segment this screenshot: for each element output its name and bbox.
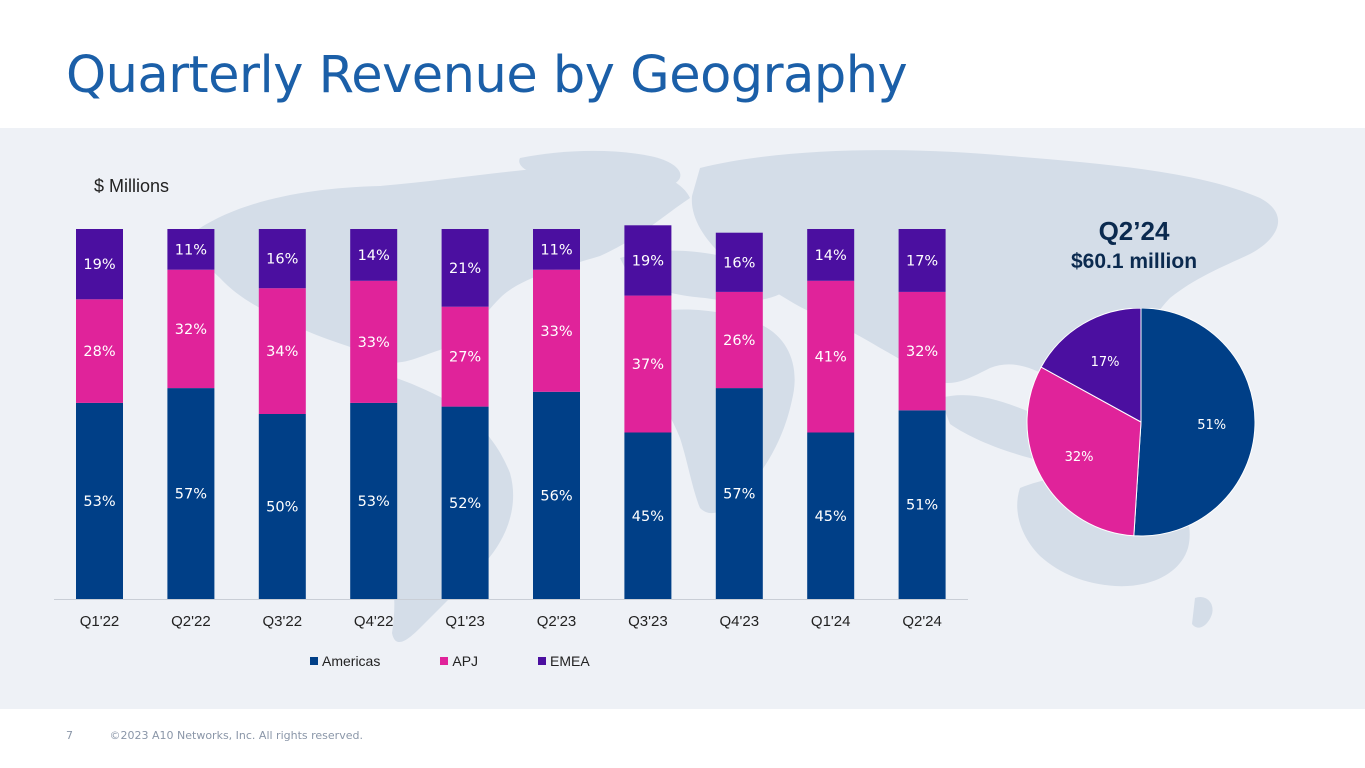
bar-apj-9 <box>898 291 946 411</box>
stacked-bar-chart: 53% 28% 19% Q1'22 57% 32% 11% Q2'22 50% 34% 16% Q3'… <box>54 225 968 630</box>
x-tick-label-2: Q3'22 <box>263 613 303 630</box>
data-label-emea-5: 11% <box>540 242 572 258</box>
data-label-emea-3: 14% <box>358 248 390 264</box>
legend-swatch-americas <box>310 657 318 665</box>
bar-americas-3 <box>350 402 398 599</box>
bar-emea-7 <box>715 232 763 292</box>
bar-apj-7 <box>715 291 763 389</box>
bar-americas-2 <box>258 414 306 599</box>
x-tick-label-9: Q2'24 <box>902 613 942 630</box>
data-label-emea-9: 17% <box>906 253 938 269</box>
x-tick-label-1: Q2'22 <box>171 613 211 630</box>
bar-americas-8 <box>807 432 855 599</box>
pie-chart: 51% 32% 17% <box>1026 308 1256 537</box>
bar-emea-9 <box>898 229 946 292</box>
bar-emea-5 <box>533 229 580 270</box>
data-label-americas-4: 52% <box>449 496 481 512</box>
legend-item-apj: APJ <box>440 653 478 669</box>
bar-apj-2 <box>258 288 306 414</box>
pie-slice-emea <box>1040 308 1142 423</box>
pie-title: Q2’24 <box>1098 216 1170 246</box>
data-label-apj-8: 41% <box>815 350 847 366</box>
bar-americas-4 <box>441 406 489 599</box>
x-tick-label-4: Q1'23 <box>445 613 485 630</box>
bar-apj-3 <box>350 280 398 403</box>
bar-emea-3 <box>350 229 398 281</box>
pie-label-emea: 17% <box>1091 355 1120 370</box>
data-label-americas-7: 57% <box>723 487 755 503</box>
data-label-apj-4: 27% <box>449 350 481 366</box>
bar-emea-2 <box>258 229 306 289</box>
bar-americas-6 <box>624 432 672 599</box>
data-label-apj-0: 28% <box>83 344 115 360</box>
legend-swatch-apj <box>440 657 449 665</box>
data-label-apj-1: 32% <box>175 322 207 338</box>
x-tick-label-6: Q3'23 <box>628 613 668 630</box>
data-label-emea-0: 19% <box>83 257 115 273</box>
data-label-apj-3: 33% <box>358 335 390 351</box>
legend-label-emea: EMEA <box>550 653 590 669</box>
chart-panel: $ Millions 53% 28% 19% Q1'22 57% 32% 11% Q2'22 5… <box>0 128 1365 709</box>
bar-americas-5 <box>533 391 580 599</box>
data-label-americas-3: 53% <box>358 494 390 510</box>
data-label-emea-6: 19% <box>632 253 664 269</box>
bar-emea-4 <box>441 229 489 307</box>
data-label-emea-2: 16% <box>266 252 298 268</box>
legend-label-americas: Americas <box>322 653 381 669</box>
page-title: Quarterly Revenue by Geography <box>66 46 908 105</box>
pie-slice-americas <box>1133 308 1256 537</box>
data-label-apj-5: 33% <box>540 324 572 340</box>
chart-legend: Americas APJ EMEA <box>310 652 650 670</box>
x-tick-label-5: Q2'23 <box>537 613 577 630</box>
data-label-apj-7: 26% <box>723 333 755 349</box>
legend-item-americas: Americas <box>310 653 380 669</box>
bar-apj-6 <box>624 295 672 433</box>
data-label-apj-6: 37% <box>632 357 664 373</box>
x-tick-label-3: Q4'22 <box>354 613 394 630</box>
pie-label-americas: 51% <box>1197 418 1226 433</box>
legend-item-emea: EMEA <box>538 653 590 669</box>
bar-emea-1 <box>167 229 215 270</box>
bar-apj-5 <box>533 269 580 392</box>
data-label-emea-4: 21% <box>449 261 481 277</box>
data-label-americas-1: 57% <box>175 487 207 503</box>
bar-americas-1 <box>167 388 215 599</box>
data-label-emea-7: 16% <box>723 255 755 271</box>
page-number: 7 <box>66 729 73 742</box>
bar-emea-0 <box>76 229 123 300</box>
data-label-americas-8: 45% <box>815 509 847 525</box>
data-label-americas-0: 53% <box>83 494 115 510</box>
data-label-americas-5: 56% <box>540 488 572 504</box>
bar-apj-0 <box>76 299 123 403</box>
bar-americas-7 <box>715 388 763 599</box>
data-label-emea-1: 11% <box>175 242 207 258</box>
bar-americas-0 <box>76 402 123 599</box>
data-label-americas-9: 51% <box>906 498 938 514</box>
data-label-americas-2: 50% <box>266 500 298 516</box>
legend-swatch-emea <box>538 657 547 665</box>
copyright-text: ©2023 A10 Networks, Inc. All rights rese… <box>109 729 363 742</box>
x-tick-label-7: Q4'23 <box>720 613 760 630</box>
bar-emea-6 <box>624 225 672 296</box>
bar-apj-1 <box>167 269 215 389</box>
bar-emea-8 <box>807 229 855 281</box>
bar-apj-8 <box>807 280 855 433</box>
data-label-emea-8: 14% <box>815 248 847 264</box>
data-label-americas-6: 45% <box>632 509 664 525</box>
units-label: $ Millions <box>94 176 170 196</box>
footer: 7 ©2023 A10 Networks, Inc. All rights re… <box>66 729 363 742</box>
pie-slice-apj <box>1026 366 1142 537</box>
pie-subtitle: $60.1 million <box>1070 250 1198 273</box>
bar-americas-9 <box>898 410 946 599</box>
bar-apj-4 <box>441 306 489 407</box>
x-tick-label-0: Q1'22 <box>80 613 120 630</box>
x-tick-label-8: Q1'24 <box>811 613 851 630</box>
legend-label-apj: APJ <box>452 653 479 669</box>
pie-label-apj: 32% <box>1065 450 1094 465</box>
data-label-apj-9: 32% <box>906 344 938 360</box>
data-label-apj-2: 34% <box>266 344 298 360</box>
